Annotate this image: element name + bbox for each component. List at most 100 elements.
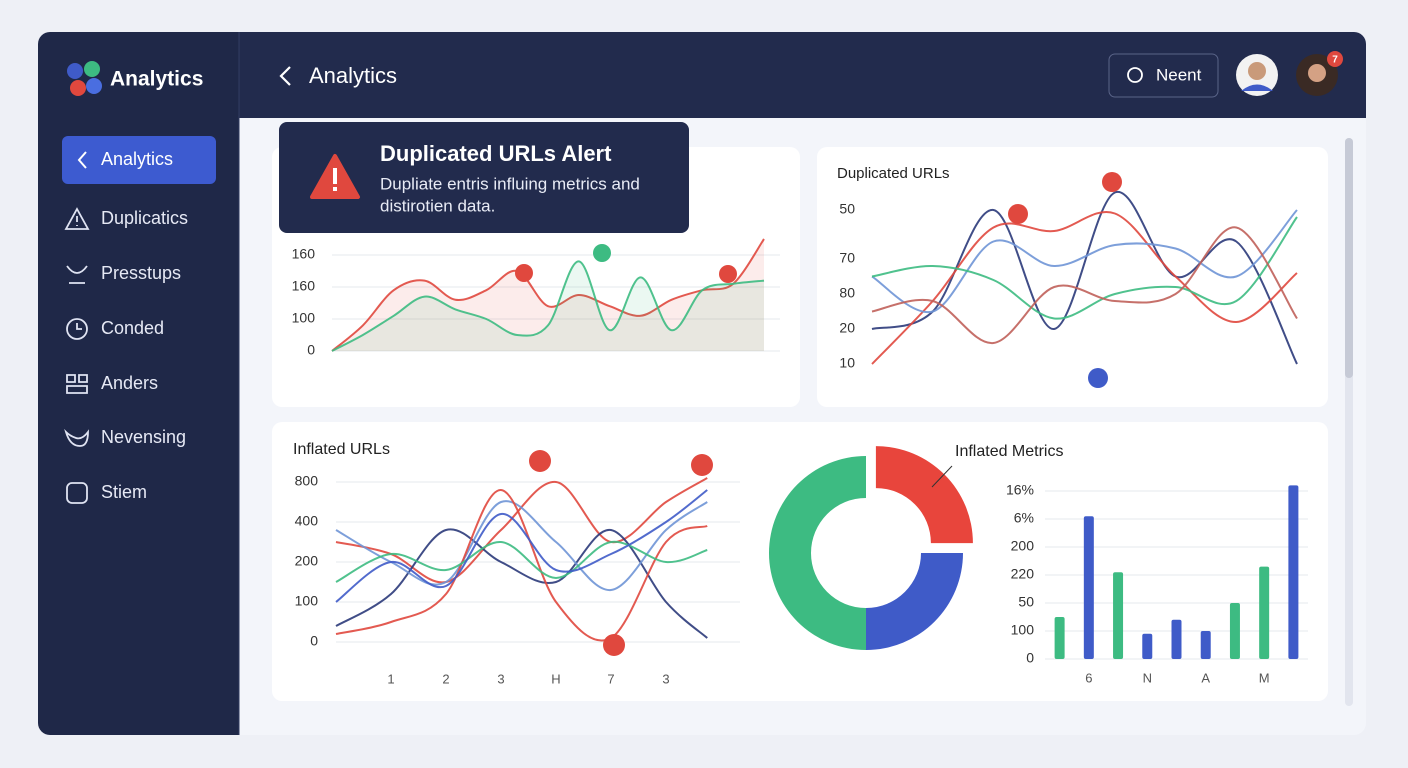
line bbox=[335, 488, 708, 642]
badge bbox=[1327, 51, 1343, 67]
alert-text: distirotien data. bbox=[380, 196, 495, 215]
y-tick-label: 6% bbox=[1014, 510, 1034, 526]
alert bbox=[279, 122, 689, 233]
nav-item[interactable]: Anders bbox=[101, 373, 158, 393]
icon bbox=[66, 374, 88, 394]
y-tick-label: 0 bbox=[1026, 650, 1034, 666]
bar bbox=[1259, 566, 1270, 659]
pie-segment bbox=[769, 456, 866, 650]
y-tick-label: 70 bbox=[839, 250, 855, 266]
x-tick-label: 2 bbox=[442, 671, 449, 686]
x-tick-label: M bbox=[1259, 670, 1270, 685]
y-tick-label: 0 bbox=[310, 633, 318, 649]
pie-segment bbox=[875, 446, 973, 544]
y-tick-label: 200 bbox=[1011, 538, 1035, 554]
logo-dot bbox=[84, 61, 100, 77]
bar bbox=[1200, 631, 1211, 659]
brand: Analytics bbox=[110, 68, 203, 91]
badge-count: 7 bbox=[1332, 55, 1338, 66]
y-tick-label: 800 bbox=[295, 473, 319, 489]
alert-text: Dupliate entris influing metrics and bbox=[380, 174, 640, 193]
icon bbox=[66, 318, 88, 340]
avatar-face bbox=[1308, 64, 1326, 82]
line bbox=[871, 226, 1298, 345]
header bbox=[239, 32, 1366, 118]
y-tick-label: 20 bbox=[839, 320, 855, 336]
chart-title: Duplicated URLs bbox=[837, 165, 950, 182]
bar bbox=[1142, 633, 1153, 659]
y-tick-label: 80 bbox=[839, 285, 855, 301]
charts: 160 160 100 0 50 70 80 20 10 800 400 200 100 0 1 2 3 H 7 3 1… bbox=[292, 191, 1308, 686]
x-tick-label: 3 bbox=[662, 671, 669, 686]
icon bbox=[64, 207, 90, 230]
y-tick-label: 220 bbox=[1011, 566, 1035, 582]
y-tick-label: 10 bbox=[839, 355, 855, 371]
y-tick-label: 16% bbox=[1006, 482, 1034, 498]
search-icon bbox=[1127, 67, 1143, 83]
nav-item[interactable]: Nevensing bbox=[101, 427, 186, 447]
bar bbox=[1113, 572, 1124, 659]
y-tick-label: 50 bbox=[839, 201, 855, 217]
x-tick-label: 1 bbox=[387, 671, 394, 686]
y-tick-label: 0 bbox=[307, 342, 315, 358]
alert-icon-mark bbox=[333, 187, 337, 191]
x-tick-label: 6 bbox=[1085, 670, 1092, 685]
icon bbox=[77, 151, 87, 169]
avatar-body bbox=[1241, 84, 1273, 91]
nav-item[interactable]: Duplicatics bbox=[101, 208, 188, 228]
bar bbox=[1054, 617, 1065, 659]
y-tick-label: 100 bbox=[292, 310, 316, 326]
nav-item[interactable]: Stiem bbox=[101, 482, 147, 502]
line bbox=[335, 540, 708, 583]
bar bbox=[1288, 485, 1299, 659]
x-tick-label: N bbox=[1143, 670, 1152, 685]
line bbox=[871, 211, 1298, 365]
y-tick-label: 100 bbox=[1011, 622, 1035, 638]
chart-title: Inflated URLs bbox=[293, 441, 390, 458]
bar bbox=[1083, 516, 1094, 659]
alert-icons bbox=[515, 172, 1122, 656]
line bbox=[335, 489, 708, 603]
x-tick-label: 3 bbox=[497, 671, 504, 686]
nav-item[interactable]: Analytics bbox=[101, 149, 173, 169]
line bbox=[335, 477, 708, 584]
pie-segment bbox=[866, 553, 963, 650]
y-tick-label: 200 bbox=[295, 553, 319, 569]
bar bbox=[1229, 603, 1240, 659]
back-icon[interactable] bbox=[279, 66, 291, 86]
nav-item[interactable]: Conded bbox=[101, 318, 164, 338]
line bbox=[335, 528, 708, 639]
x-tick-label: A bbox=[1201, 670, 1210, 685]
scroll-thumb[interactable] bbox=[1345, 138, 1353, 378]
nav-item[interactable]: Presstups bbox=[101, 263, 181, 283]
active-item[interactable] bbox=[62, 136, 216, 184]
line bbox=[331, 238, 765, 352]
x-tick-label: H bbox=[551, 671, 560, 686]
page-title: Analytics bbox=[309, 63, 397, 88]
chart-title: Inflated Metrics bbox=[955, 443, 1063, 460]
y-tick-label: 160 bbox=[292, 246, 316, 262]
y-tick-label: 50 bbox=[1018, 594, 1034, 610]
bar bbox=[1171, 619, 1182, 659]
icon bbox=[66, 482, 88, 504]
y-tick-label: 400 bbox=[295, 513, 319, 529]
y-tick-label: 160 bbox=[292, 278, 316, 294]
line bbox=[871, 209, 1298, 314]
header-button[interactable] bbox=[1108, 53, 1219, 98]
button-label[interactable]: Neent bbox=[1156, 65, 1202, 84]
alert-title: Duplicated URLs Alert bbox=[380, 141, 612, 166]
x-tick-label: 7 bbox=[607, 671, 614, 686]
icon bbox=[66, 265, 88, 284]
area bbox=[332, 261, 764, 351]
area bbox=[332, 239, 764, 351]
line bbox=[871, 216, 1298, 320]
icon bbox=[64, 428, 89, 447]
logo-dot bbox=[67, 63, 83, 79]
line bbox=[335, 500, 708, 592]
sidebar bbox=[38, 32, 239, 735]
line bbox=[331, 260, 765, 352]
leader-line bbox=[931, 465, 953, 488]
logo-dot bbox=[86, 78, 102, 94]
